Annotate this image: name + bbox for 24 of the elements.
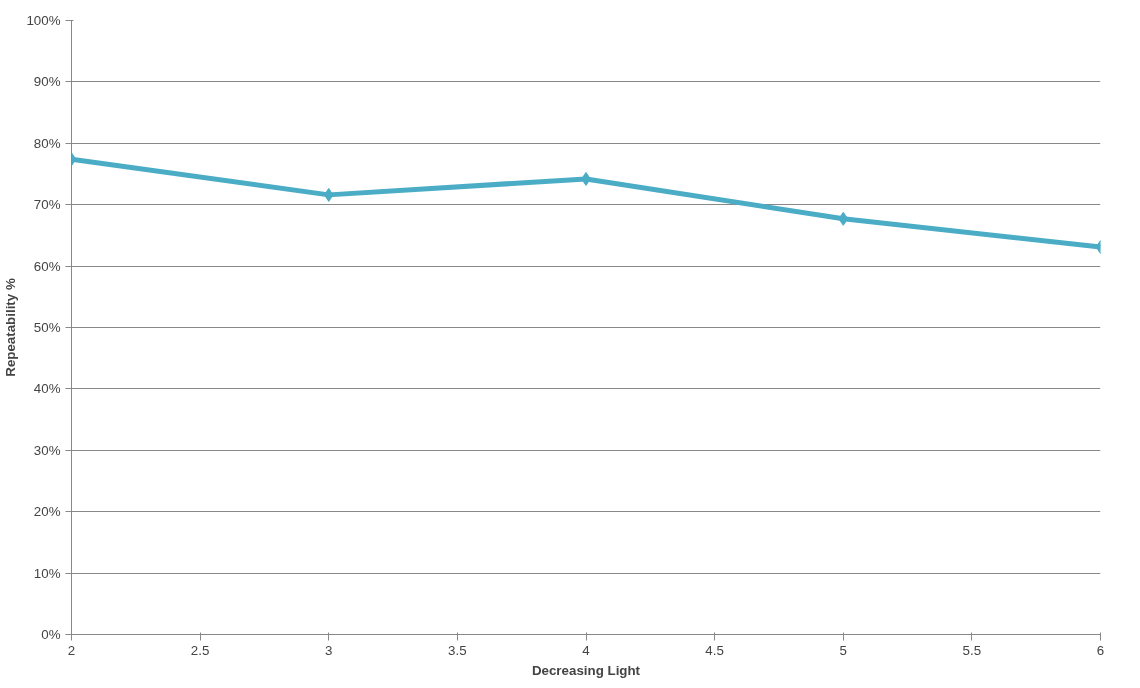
point [323,187,334,202]
x-axis-title: Decreasing Light [531,662,641,678]
x-tick-label: 4.5 [705,642,724,658]
y-tick-label: 70% [33,197,61,213]
x-tick-label: 4 [582,642,591,658]
x-tick-label: 3.5 [448,642,467,658]
y-tick-label: 30% [33,442,61,458]
point [838,211,849,226]
x-tick-label: 5 [839,642,847,658]
x-tick-label: 2 [67,642,76,658]
y-tick-label: 0% [41,627,61,642]
x-tick-label: 5.5 [962,642,982,658]
x-tick-label: 3 [325,642,333,658]
y-tick-label: 100% [26,13,61,28]
y-tick-label: 50% [33,320,61,335]
y-axis-title: Repeatability % [3,278,19,377]
y-tick-label: 60% [33,258,61,274]
y-tick-label: 20% [33,504,61,520]
y-tick-label: 40% [33,381,61,397]
y-tick-label: 10% [33,565,61,581]
x-tick-label: 2.5 [190,642,210,658]
y-tick-label: 90% [33,74,61,90]
x-tick-label: 6 [1096,642,1105,658]
y-tick-label: 80% [33,135,61,151]
